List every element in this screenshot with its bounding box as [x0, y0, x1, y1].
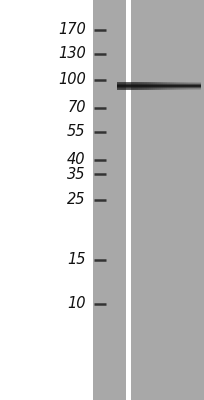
- Bar: [126, 82, 128, 90]
- Bar: [138, 82, 140, 90]
- Bar: [132, 82, 134, 90]
- Text: 55: 55: [67, 124, 86, 140]
- Bar: [174, 82, 176, 90]
- Bar: [151, 82, 153, 90]
- Text: 10: 10: [67, 296, 86, 312]
- Bar: [178, 82, 180, 90]
- Bar: [93, 0, 126, 400]
- Bar: [134, 82, 136, 90]
- Text: 25: 25: [67, 192, 86, 208]
- Bar: [130, 82, 132, 90]
- Bar: [182, 82, 184, 90]
- Bar: [136, 82, 138, 90]
- Bar: [195, 82, 197, 90]
- Bar: [124, 82, 126, 90]
- Bar: [186, 82, 188, 90]
- Bar: [176, 82, 178, 90]
- Bar: [159, 82, 161, 90]
- Bar: [161, 82, 163, 90]
- Bar: [191, 82, 193, 90]
- Bar: [153, 82, 155, 90]
- Bar: [131, 0, 204, 400]
- Bar: [126, 0, 131, 400]
- Bar: [165, 82, 167, 90]
- Text: 40: 40: [67, 152, 86, 168]
- Text: 130: 130: [58, 46, 86, 62]
- Bar: [144, 82, 146, 90]
- Bar: [155, 82, 157, 90]
- Bar: [163, 82, 165, 90]
- Text: 100: 100: [58, 72, 86, 88]
- Text: 70: 70: [67, 100, 86, 116]
- Bar: [193, 82, 195, 90]
- Bar: [172, 82, 174, 90]
- Text: 35: 35: [67, 166, 86, 182]
- Text: 170: 170: [58, 22, 86, 38]
- Bar: [180, 82, 182, 90]
- Bar: [167, 82, 170, 90]
- Bar: [121, 82, 124, 90]
- Bar: [157, 82, 159, 90]
- Bar: [197, 82, 199, 90]
- Bar: [142, 82, 144, 90]
- Bar: [146, 82, 149, 90]
- Bar: [199, 82, 201, 90]
- Bar: [149, 82, 151, 90]
- Bar: [170, 82, 172, 90]
- Bar: [140, 82, 142, 90]
- Bar: [128, 82, 130, 90]
- Bar: [119, 82, 121, 90]
- Text: 15: 15: [67, 252, 86, 268]
- Bar: [188, 82, 191, 90]
- Bar: [184, 82, 186, 90]
- Bar: [117, 82, 119, 90]
